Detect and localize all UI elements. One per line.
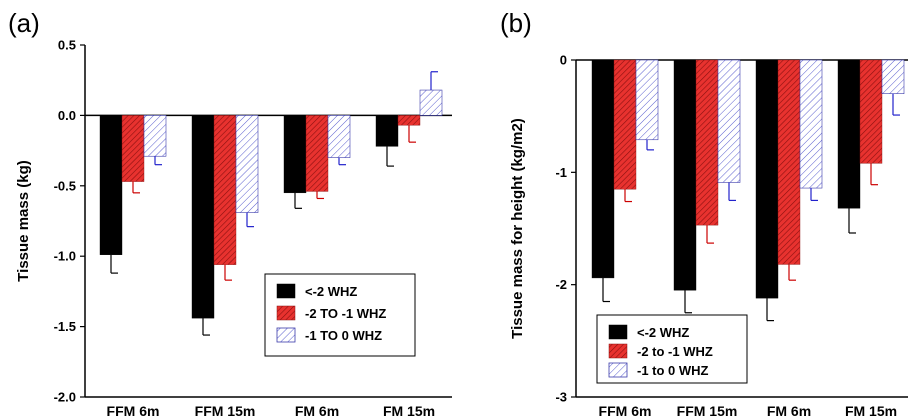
panel-a-x-tick-label: FM 15m: [383, 403, 435, 419]
bar-2-to-1-whz-fm-15m: [397, 115, 421, 126]
bar-2-whz-fm-6m: [755, 59, 779, 299]
panel-b-y-tick-label: -1: [555, 165, 567, 180]
panel-b-label: (b): [500, 8, 532, 38]
panel-a-label: (a): [8, 8, 40, 38]
bar-2-to-1-whz-fm-6m: [777, 59, 801, 265]
panel-b-legend-swatch-2-to-1-whz: [608, 343, 628, 359]
panel-a-y-tick-label: 0.0: [58, 108, 76, 123]
panel-b-legend-swatch-1-to-0-whz: [608, 362, 628, 378]
bar-2-whz-fm-15m: [375, 115, 399, 147]
panel-b-y-tick-label: -2: [555, 277, 567, 292]
bar-2-whz-fm-15m: [837, 59, 861, 209]
panel-a-legend: <-2 WHZ -2 TO -1 WHZ -1 TO 0 WHZ: [264, 273, 416, 357]
panel-a-legend-swatch-2-whz: [276, 283, 296, 299]
bar-2-to-1-whz-ffm-6m: [121, 115, 145, 182]
bar-1-to-0-whz-fm-15m: [881, 59, 905, 95]
panel-b-legend: <-2 WHZ -2 to -1 WHZ -1 to 0 WHZ: [596, 314, 748, 384]
panel-b-x-tick-label: FM 15m: [845, 403, 897, 419]
bar-2-to-1-whz-fm-6m: [305, 115, 329, 192]
panel-a-legend-label-2-whz: <-2 WHZ: [305, 284, 357, 299]
panel-a-y-tick-label: -1.5: [54, 319, 76, 334]
panel-a-y-tick-label: -0.5: [54, 178, 76, 193]
panel-b-legend-label-2-to-1-whz: -2 to -1 WHZ: [637, 344, 713, 359]
bar-1-to-0-whz-ffm-15m: [235, 115, 259, 213]
bar-1-to-0-whz-ffm-6m: [143, 115, 167, 157]
bar-2-whz-ffm-6m: [99, 115, 123, 255]
panel-a-legend-swatch-1-to-0-whz: [276, 327, 296, 343]
panel-b-y-tick-label: 0: [560, 53, 567, 68]
panel-b: (b) 0 -1 -2 -3 Tissue mass for height (kg/m2)…: [500, 8, 908, 419]
bar-1-to-0-whz-fm-6m: [327, 115, 351, 158]
bar-1-to-0-whz-ffm-15m: [717, 59, 741, 183]
panel-b-y-axis-label: Tissue mass for height (kg/m2): [509, 118, 526, 339]
panel-a-legend-label-2-to-1-whz: -2 TO -1 WHZ: [305, 306, 386, 321]
panel-a-x-tick-label: FFM 6m: [107, 403, 160, 419]
panel-a-legend-swatch-2-to-1-whz: [276, 305, 296, 321]
bar-1-to-0-whz-fm-15m: [419, 89, 443, 116]
panel-b-x-tick-label: FM 6m: [767, 403, 811, 419]
panel-a-y-tick-label: -1.0: [54, 249, 76, 264]
panel-a-x-tick-label: FM 6m: [295, 403, 339, 419]
bar-2-whz-ffm-15m: [673, 59, 697, 291]
bar-1-to-0-whz-fm-6m: [799, 59, 823, 189]
panel-b-x-tick-label: FFM 15m: [677, 403, 738, 419]
bar-2-to-1-whz-ffm-15m: [213, 115, 237, 265]
panel-a-y-tick-label: 0.5: [58, 38, 76, 53]
panel-b-legend-label-2-whz: <-2 WHZ: [637, 325, 689, 340]
bar-2-whz-ffm-15m: [191, 115, 215, 319]
bar-2-to-1-whz-ffm-15m: [695, 59, 719, 226]
panel-b-legend-swatch-2-whz: [608, 324, 628, 340]
panel-b-legend-label-1-to-0-whz: -1 to 0 WHZ: [637, 363, 709, 378]
panel-b-y-tick-label: -3: [555, 390, 567, 405]
bar-2-whz-fm-6m: [283, 115, 307, 194]
bar-2-whz-ffm-6m: [591, 59, 615, 279]
bar-2-to-1-whz-fm-15m: [859, 59, 883, 164]
panel-b-x-tick-label: FFM 6m: [599, 403, 652, 419]
panel-a-y-axis-label: Tissue mass (kg): [15, 160, 32, 281]
bar-2-to-1-whz-ffm-6m: [613, 59, 637, 190]
panel-a-x-tick-label: FFM 15m: [195, 403, 256, 419]
panel-a-legend-label-1-to-0-whz: -1 TO 0 WHZ: [305, 328, 382, 343]
bar-1-to-0-whz-ffm-6m: [635, 59, 659, 141]
panel-a-y-tick-label: -2.0: [54, 390, 76, 405]
panel-a: (a) 0.5 0.0 -0.5 -1.0 -1.5 -2.0 Tissue mass (kg…: [8, 8, 452, 419]
